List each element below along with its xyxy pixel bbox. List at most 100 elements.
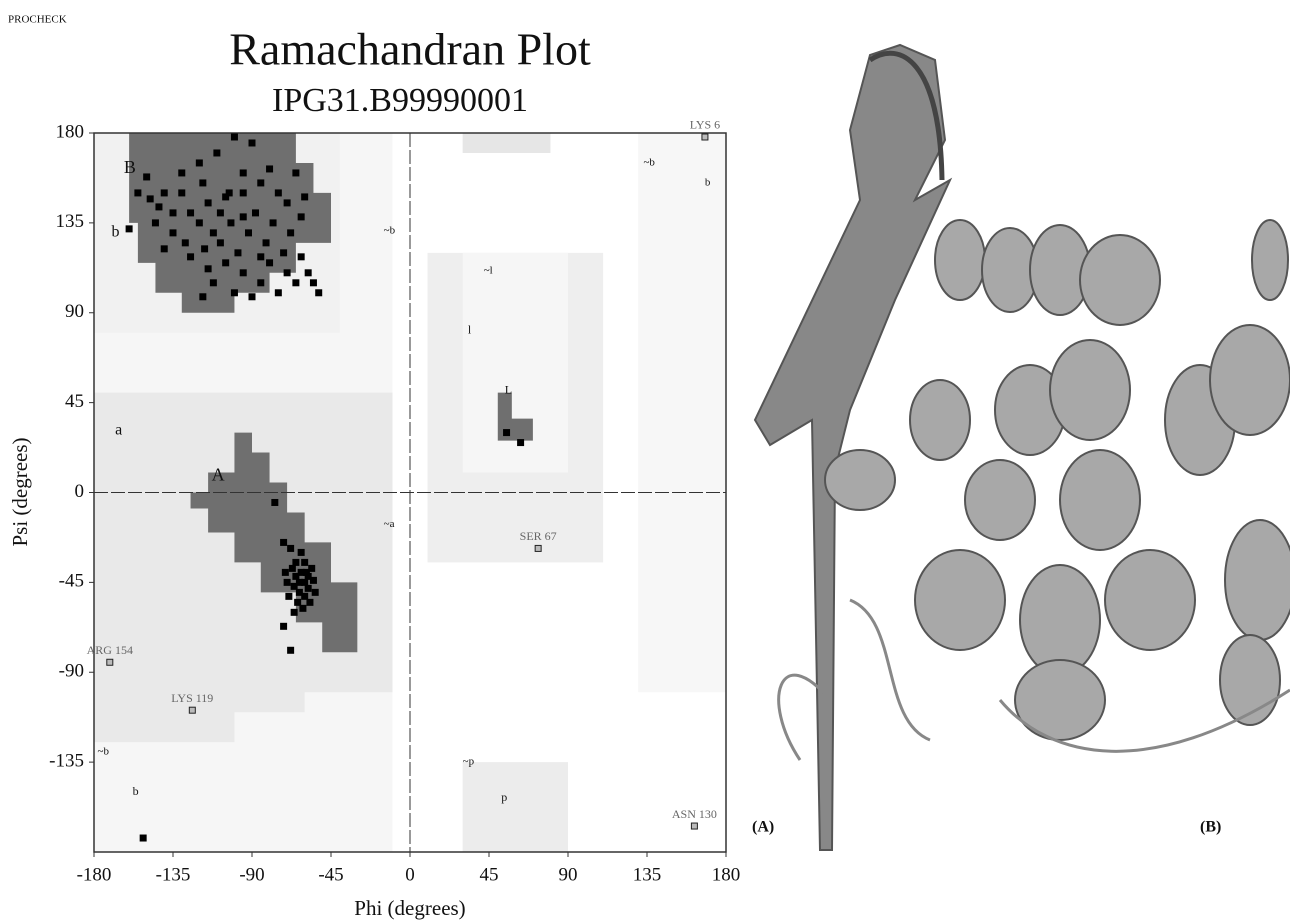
data-point <box>298 253 305 260</box>
data-point <box>310 279 317 286</box>
x-tick-label: 135 <box>633 864 662 885</box>
data-point <box>275 189 282 196</box>
data-point <box>284 579 291 586</box>
x-tick-label: 0 <box>405 864 415 885</box>
data-point <box>292 573 299 580</box>
data-point <box>280 249 287 256</box>
data-point <box>257 179 264 186</box>
data-point <box>270 219 277 226</box>
data-point <box>143 173 150 180</box>
x-tick-label: -90 <box>239 864 264 885</box>
data-point <box>291 609 298 616</box>
data-point <box>249 139 256 146</box>
data-point <box>282 569 289 576</box>
data-point <box>287 229 294 236</box>
chart-title: Ramachandran Plot <box>229 24 591 75</box>
x-tick-label: 45 <box>480 864 499 885</box>
data-point <box>266 259 273 266</box>
data-point <box>284 199 291 206</box>
outlier-point <box>535 545 541 551</box>
region-label: b <box>705 176 711 188</box>
data-point <box>170 209 177 216</box>
x-tick-label: -45 <box>318 864 343 885</box>
data-point <box>226 189 233 196</box>
data-point <box>178 189 185 196</box>
outlier-label: ASN 130 <box>672 807 717 821</box>
region-label: L <box>505 382 512 396</box>
data-point <box>217 239 224 246</box>
region-label: p <box>501 790 507 804</box>
data-point <box>196 219 203 226</box>
outlier-label: ARG 154 <box>87 643 133 657</box>
data-point <box>266 165 273 172</box>
data-point <box>301 593 308 600</box>
x-axis-label: Phi (degrees) <box>354 896 465 920</box>
panel-label: (A) <box>752 819 774 836</box>
data-point <box>240 269 247 276</box>
data-point <box>199 293 206 300</box>
data-point <box>296 579 303 586</box>
data-point <box>234 249 241 256</box>
region-label: ~a <box>384 518 395 530</box>
data-point <box>187 253 194 260</box>
protein-structure <box>755 45 1290 850</box>
data-point <box>298 213 305 220</box>
data-point <box>178 169 185 176</box>
data-point <box>240 213 247 220</box>
y-tick-label: -135 <box>49 750 84 771</box>
data-point <box>205 199 212 206</box>
data-point <box>196 159 203 166</box>
outlier-label: SER 67 <box>520 529 557 543</box>
data-point <box>284 269 291 276</box>
x-tick-label: -180 <box>77 864 112 885</box>
data-point <box>280 623 287 630</box>
data-point <box>152 219 159 226</box>
y-tick-label: -45 <box>59 571 84 592</box>
data-point <box>292 559 299 566</box>
outlier-point <box>691 823 697 829</box>
data-point <box>292 169 299 176</box>
outlier-point <box>107 659 113 665</box>
data-point <box>301 193 308 200</box>
data-point <box>294 599 301 606</box>
data-point <box>263 239 270 246</box>
data-point <box>147 195 154 202</box>
outlier-point <box>189 707 195 713</box>
data-point <box>306 599 313 606</box>
y-tick-label: 180 <box>56 121 85 142</box>
region <box>463 133 551 153</box>
data-point <box>161 189 168 196</box>
data-point <box>161 245 168 252</box>
data-point <box>240 169 247 176</box>
data-point <box>292 279 299 286</box>
panel-label: (B) <box>1200 819 1221 836</box>
outlier-label: LYS 6 <box>690 118 720 132</box>
data-point <box>170 229 177 236</box>
y-tick-label: 135 <box>56 211 85 232</box>
data-point <box>187 209 194 216</box>
data-point <box>182 239 189 246</box>
data-point <box>227 219 234 226</box>
data-point <box>312 589 319 596</box>
region-label: b <box>112 224 120 241</box>
data-point <box>285 593 292 600</box>
region-label: A <box>212 465 225 485</box>
data-point <box>289 565 296 572</box>
outlier-label: LYS 119 <box>171 691 213 705</box>
data-point <box>205 265 212 272</box>
data-point <box>517 439 524 446</box>
y-axis-label: Psi (degrees) <box>8 437 32 546</box>
header: PROCHECK <box>8 14 67 26</box>
region-label: B <box>124 157 136 177</box>
x-tick-label: -135 <box>156 864 191 885</box>
data-point <box>287 545 294 552</box>
data-point <box>308 565 315 572</box>
data-point <box>231 133 238 140</box>
figure: PROCHECK Ramachandran Plot IPG31.B999900… <box>0 0 1290 922</box>
data-point <box>249 293 256 300</box>
data-point <box>299 605 306 612</box>
y-tick-label: -90 <box>59 661 84 682</box>
data-point <box>271 499 278 506</box>
region-label: ~b <box>643 156 655 168</box>
